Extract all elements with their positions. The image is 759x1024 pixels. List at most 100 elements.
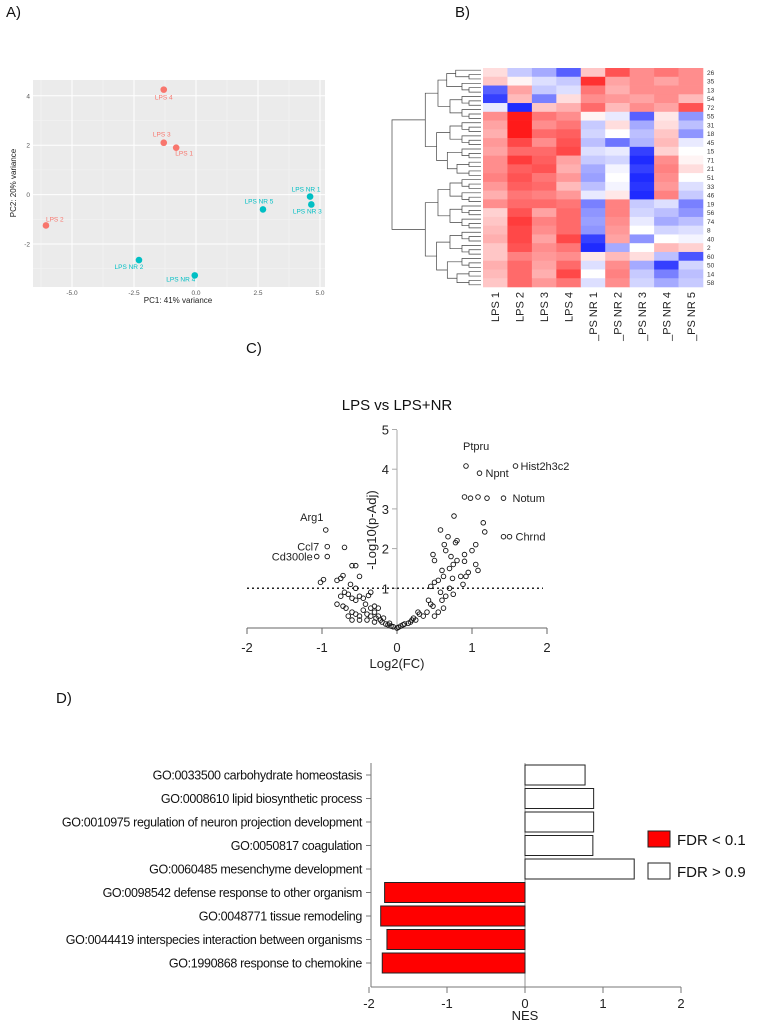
- panel-label-b: B): [455, 4, 470, 21]
- heatmap-column-label: _PS NR 4: [661, 292, 673, 342]
- heatmap-row-label: 19: [707, 201, 715, 208]
- heatmap-cell: [629, 146, 655, 156]
- heatmap-cell: [580, 260, 606, 270]
- volcano-point: [446, 585, 453, 592]
- heatmap-cell: [507, 181, 533, 191]
- volcano-point: [500, 533, 507, 540]
- heatmap-cell: [629, 173, 655, 183]
- volcano-point: [461, 494, 468, 500]
- gsea-category-label: GO:0050817 coagulation: [231, 839, 363, 853]
- heatmap-cell: [580, 225, 606, 235]
- heatmap-cell: [507, 190, 533, 200]
- gsea-bar: [386, 929, 526, 950]
- heatmap-row-label: 74: [707, 219, 715, 226]
- heatmap-row-label: 13: [707, 87, 715, 94]
- heatmap-cell: [483, 243, 508, 253]
- heatmap-cell: [678, 234, 704, 244]
- heatmap-cell: [580, 68, 606, 78]
- heatmap-cell: [556, 234, 582, 244]
- heatmap-cell: [654, 94, 679, 104]
- pca-xtick-label: 2.5: [253, 290, 262, 297]
- heatmap-cell: [556, 138, 582, 148]
- heatmap-cell: [531, 216, 557, 226]
- gsea-bar: [384, 882, 526, 903]
- heatmap-cell: [507, 129, 533, 139]
- dendrogram-branch: [461, 96, 481, 104]
- dendrogram-branch: [461, 258, 481, 266]
- volcano-point: [512, 463, 519, 469]
- volcano-point: [360, 607, 367, 613]
- volcano-point: [473, 541, 479, 548]
- heatmap-row-label: 60: [707, 254, 715, 261]
- heatmap-cell: [531, 94, 557, 104]
- heatmap-cell: [654, 251, 679, 262]
- volcano-point: [461, 558, 468, 565]
- heatmap-cell: [678, 146, 704, 156]
- heatmap-cell: [678, 208, 704, 218]
- heatmap-cell: [531, 278, 557, 288]
- gsea-xtick-label: 2: [677, 996, 684, 1011]
- heatmap-cell: [629, 225, 655, 235]
- heatmap-cell: [556, 155, 582, 165]
- dendrogram-branch: [424, 92, 438, 147]
- heatmap-cell: [531, 251, 557, 262]
- heatmap-cell: [654, 146, 679, 156]
- pca-y-axis-title: PC2: 20% variance: [9, 148, 18, 217]
- heatmap-row-label: 8: [707, 228, 711, 235]
- gsea-category-label: GO:1990868 response to chemokine: [169, 957, 362, 971]
- gsea-bar-chart: -2 -1 0 1 2 NES GO:0033500 carbohydrate homeos…: [62, 763, 746, 1023]
- pca-point: [42, 222, 50, 229]
- heatmap-row-label: 45: [707, 140, 715, 147]
- volcano-y-axis-title: -Log10(p-Adj): [364, 490, 379, 570]
- volcano-gene-label: Npnt: [486, 468, 509, 480]
- heatmap-cell: [531, 181, 557, 191]
- pca-point-label: LPS NR 5: [245, 198, 274, 205]
- gsea-bar: [524, 811, 595, 833]
- heatmap-cell: [678, 243, 704, 253]
- heatmap-cell: [580, 120, 606, 130]
- heatmap-column-label: _PS NR 3: [637, 292, 649, 342]
- volcano-point: [450, 591, 457, 598]
- heatmap-cell: [556, 94, 582, 104]
- volcano-point: [500, 495, 507, 501]
- legend-label: FDR > 0.9: [677, 864, 746, 881]
- heatmap-cell: [556, 111, 582, 121]
- volcano-point: [334, 601, 340, 607]
- heatmap-cell: [629, 120, 655, 130]
- heatmap-cell: [605, 260, 630, 270]
- heatmap-cell: [580, 278, 606, 288]
- heatmap-cell: [605, 243, 630, 253]
- heatmap-cell: [483, 181, 508, 191]
- heatmap-cell: [654, 234, 679, 244]
- heatmap-cell: [654, 260, 679, 270]
- heatmap-cell: [483, 190, 508, 200]
- heatmap-cell: [580, 199, 606, 209]
- dendrogram-branch: [436, 132, 450, 161]
- heatmap-cell: [629, 181, 655, 191]
- gsea-bar: [524, 858, 635, 880]
- gsea-bar: [524, 764, 586, 786]
- dendrogram-branch: [461, 82, 481, 91]
- volcano-point: [449, 575, 456, 582]
- pca-xtick-label: 5.0: [315, 290, 324, 297]
- heatmap-cell: [507, 225, 533, 235]
- volcano-point: [338, 593, 344, 599]
- heatmap-row-label: 72: [707, 105, 715, 112]
- heatmap-cell: [629, 269, 655, 279]
- heatmap-cell: [531, 269, 557, 279]
- pca-point-label: LPS NR 4: [166, 276, 195, 283]
- heatmap-cell: [629, 216, 655, 226]
- volcano-ytick-label: 4: [382, 462, 389, 477]
- heatmap-row-label: 40: [707, 236, 715, 243]
- heatmap-cell: [483, 111, 508, 121]
- heatmap-cell: [507, 146, 533, 156]
- heatmap-cell: [483, 260, 508, 270]
- heatmap-cell: [580, 190, 606, 200]
- dendrogram-branch: [461, 135, 481, 143]
- heatmap-cell: [580, 103, 606, 113]
- heatmap-cell: [605, 190, 630, 200]
- heatmap-cell: [605, 234, 630, 244]
- heatmap-cell: [605, 181, 630, 191]
- heatmap-cell: [580, 129, 606, 139]
- heatmap-cell: [629, 164, 655, 174]
